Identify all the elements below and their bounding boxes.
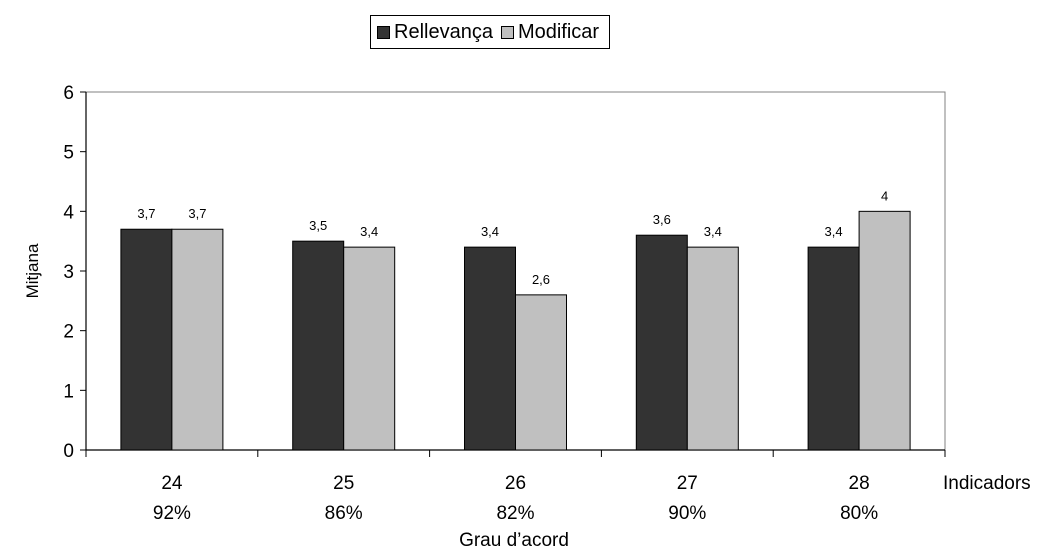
y-tick-label: 5 — [63, 143, 74, 164]
x-tick-sublabel: 80% — [840, 503, 878, 524]
x-tick-sublabel: 86% — [325, 503, 363, 524]
legend-swatch-rellevanca — [377, 25, 390, 39]
bar-rellevan-a-26 — [464, 246, 516, 451]
x-axis-side-label: Indicadors — [943, 473, 1031, 494]
x-tick-sublabel: 92% — [153, 503, 191, 524]
y-tick-label: 2 — [63, 322, 74, 343]
data-label: 3,7 — [188, 206, 206, 221]
x-tick-sublabel: 90% — [668, 503, 706, 524]
bar-rellevan-a-28 — [807, 246, 860, 451]
y-tick-label: 0 — [63, 441, 74, 462]
x-tick-label: 26 — [505, 473, 526, 494]
y-tick-label: 4 — [63, 202, 74, 223]
legend-entry-rellevanca: Rellevança — [377, 21, 493, 44]
data-label: 3,7 — [137, 206, 155, 221]
x-tick-sublabel: 82% — [496, 503, 534, 524]
data-label: 3,4 — [825, 224, 843, 239]
data-label: 3,6 — [653, 212, 671, 227]
legend-label-modificar: Modificar — [517, 20, 600, 43]
bar-modificar-24 — [171, 228, 224, 451]
data-label: 3,4 — [704, 224, 722, 239]
data-label: 4 — [881, 188, 888, 203]
data-label: 3,4 — [360, 224, 378, 239]
y-tick-label: 6 — [63, 83, 74, 104]
bar-rellevan-a-25 — [292, 240, 345, 451]
x-tick-label: 27 — [677, 473, 698, 494]
bar-modificar-25 — [343, 246, 396, 451]
x-tick-label: 25 — [333, 473, 354, 494]
bar-rellevan-a-27 — [635, 234, 688, 451]
legend-entry-modificar: Modificar — [500, 20, 600, 44]
bar-modificar-26 — [515, 294, 567, 451]
y-axis-label: Mitjana — [23, 243, 42, 298]
x-axis-label: Grau d’acord — [459, 530, 569, 551]
data-label: 3,5 — [309, 218, 327, 233]
x-tick-label: 28 — [849, 473, 870, 494]
x-tick-label: 24 — [161, 473, 183, 494]
legend: Rellevança Modificar — [370, 15, 611, 49]
bar-modificar-27 — [686, 246, 739, 451]
legend-label-rellevanca: Rellevança — [394, 20, 493, 43]
bar-rellevan-a-24 — [120, 228, 173, 451]
data-label: 2,6 — [532, 272, 550, 287]
data-label: 3,4 — [481, 224, 499, 239]
plot-area: 0 1 2 3 4 5 6 3,7 3,7 24 92% 3,5 3,4 25 86% 3,4 2,6 26 82%… — [63, 83, 946, 524]
bar-modificar-28 — [858, 210, 911, 451]
y-tick-label: 1 — [63, 381, 74, 402]
y-tick-label: 3 — [63, 262, 74, 283]
legend-swatch-modificar — [500, 25, 514, 39]
